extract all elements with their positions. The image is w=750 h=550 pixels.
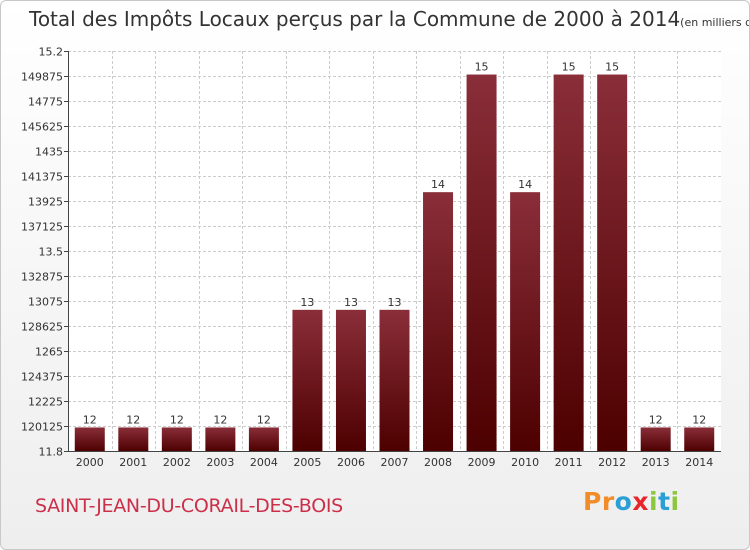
bar bbox=[597, 74, 628, 451]
data-label: 12 bbox=[170, 413, 184, 426]
y-tick-label: 120125 bbox=[21, 421, 63, 434]
bar bbox=[684, 427, 715, 451]
y-tick-label: 1435 bbox=[35, 146, 63, 159]
unit-label: (en milliers d'€) bbox=[680, 16, 749, 29]
x-tick-label: 2008 bbox=[424, 456, 452, 469]
y-tick-label: 1265 bbox=[35, 346, 63, 359]
data-label: 12 bbox=[257, 413, 271, 426]
data-label: 12 bbox=[213, 413, 227, 426]
data-label: 12 bbox=[649, 413, 663, 426]
data-label: 14 bbox=[518, 178, 532, 191]
logo-letter: o bbox=[614, 487, 633, 516]
bar bbox=[553, 74, 584, 451]
y-tick-label: 149875 bbox=[21, 71, 63, 84]
logo-letter: i bbox=[649, 487, 659, 516]
x-tick-label: 2004 bbox=[250, 456, 278, 469]
bar bbox=[118, 427, 149, 451]
logo-letter: i bbox=[670, 487, 680, 516]
chart-title: Total des Impôts Locaux perçus par la Co… bbox=[29, 7, 749, 31]
bar bbox=[640, 427, 671, 451]
x-tick-label: 2000 bbox=[76, 456, 104, 469]
y-tick-label: 13.5 bbox=[39, 246, 64, 259]
bar bbox=[379, 309, 410, 451]
data-label: 14 bbox=[431, 178, 445, 191]
bar bbox=[161, 427, 192, 451]
y-tick-label: 14775 bbox=[28, 96, 63, 109]
x-tick-label: 2003 bbox=[206, 456, 234, 469]
x-tick-label: 2014 bbox=[685, 456, 713, 469]
logo-letter: r bbox=[601, 487, 615, 516]
data-label: 13 bbox=[300, 296, 314, 309]
logo-letter: t bbox=[658, 487, 671, 516]
y-tick-label: 141375 bbox=[21, 171, 63, 184]
x-tick-label: 2001 bbox=[119, 456, 147, 469]
y-tick-label: 13925 bbox=[28, 196, 63, 209]
y-tick-label: 145625 bbox=[21, 121, 63, 134]
bar bbox=[423, 192, 454, 452]
data-label: 15 bbox=[605, 61, 619, 74]
bar bbox=[292, 309, 323, 451]
x-tick-label: 2009 bbox=[468, 456, 496, 469]
y-tick-label: 124375 bbox=[21, 371, 63, 384]
data-label: 13 bbox=[388, 296, 402, 309]
logo-letter: P bbox=[583, 487, 602, 516]
y-tick-label: 128625 bbox=[21, 321, 63, 334]
bar bbox=[335, 309, 366, 451]
y-tick-label: 15.2 bbox=[39, 46, 64, 59]
proxiti-logo: Proxiti bbox=[583, 487, 680, 516]
y-tick-label: 12225 bbox=[28, 396, 63, 409]
data-label: 15 bbox=[475, 61, 489, 74]
data-label: 13 bbox=[344, 296, 358, 309]
bar bbox=[510, 192, 541, 452]
x-tick-label: 2007 bbox=[381, 456, 409, 469]
x-tick-label: 2012 bbox=[598, 456, 626, 469]
bar bbox=[248, 427, 279, 451]
x-tick-label: 2002 bbox=[163, 456, 191, 469]
data-label: 12 bbox=[126, 413, 140, 426]
y-tick-label: 132875 bbox=[21, 271, 63, 284]
y-tick-label: 11.8 bbox=[39, 446, 64, 459]
bar bbox=[74, 427, 105, 451]
x-tick-label: 2013 bbox=[642, 456, 670, 469]
x-tick-label: 2006 bbox=[337, 456, 365, 469]
logo-letter: x bbox=[632, 487, 649, 516]
y-tick-label: 137125 bbox=[21, 221, 63, 234]
commune-name: SAINT-JEAN-DU-CORAIL-DES-BOIS bbox=[35, 495, 343, 517]
bar bbox=[466, 74, 497, 451]
x-tick-label: 2011 bbox=[555, 456, 583, 469]
bar bbox=[205, 427, 236, 451]
x-tick-label: 2005 bbox=[293, 456, 321, 469]
x-tick-label: 2010 bbox=[511, 456, 539, 469]
y-tick-label: 13075 bbox=[28, 296, 63, 309]
data-label: 12 bbox=[692, 413, 706, 426]
data-label: 12 bbox=[83, 413, 97, 426]
title-text: Total des Impôts Locaux perçus par la Co… bbox=[29, 7, 681, 31]
data-label: 15 bbox=[562, 61, 576, 74]
